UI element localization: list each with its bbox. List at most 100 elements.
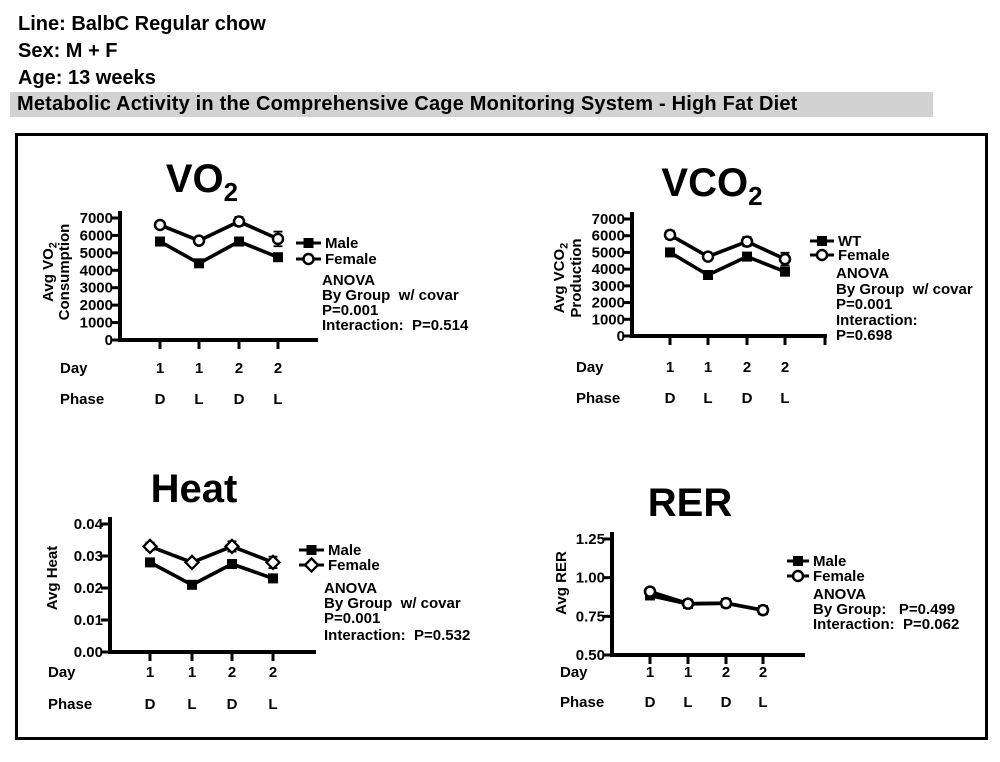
stats-line: P=0.001 [836,296,892,313]
legend-label: Female [325,251,377,268]
title-banner: Metabolic Activity in the Comprehensive … [10,92,933,117]
open-circle-marker [740,235,754,248]
stats-line: ANOVA [836,265,889,282]
series-line-male [149,560,274,587]
x-row-phase-label: Phase [60,391,104,408]
filled-square-marker [780,266,790,277]
filled-square-marker [155,236,165,247]
stats-line: ANOVA [813,586,866,603]
x-row-day-label: Day [576,359,604,376]
open-circle-marker [153,218,167,232]
legend-label: Male [325,235,358,252]
x-row-phase-value: D [665,390,676,407]
series-line-female [669,233,786,261]
legend-label: Female [328,557,380,574]
y-axis-label: Avg Heat [44,546,61,610]
x-row-phase-value: D [145,696,156,713]
chart-title: VO2 [166,157,238,207]
filled-square-marker [187,579,197,590]
x-row-day-value: 2 [235,360,243,377]
series-line-wt [669,250,786,278]
x-row-day-value: 2 [228,664,236,681]
chart-title: Heat [151,467,238,511]
stats-line: P=0.001 [322,302,378,319]
stats-line: By Group w/ covar [324,595,461,612]
x-row-phase-value: L [780,390,789,407]
stats-line: P=0.698 [836,327,892,344]
y-axis-label: Production [568,238,585,317]
y-axis-label: Avg VO2 [40,242,60,302]
filled-square-marker [817,236,827,246]
open-diamond-marker [303,556,320,574]
y-tick-label: 4000 [592,261,625,278]
filled-square-marker [268,573,278,584]
x-row-phase-value: D [155,391,166,408]
filled-square-marker [703,269,713,280]
stats-line: By Group w/ covar [836,281,973,298]
open-diamond-marker [183,554,201,571]
y-tick-label: 0 [105,332,113,349]
header-line-age: Age: 13 weeks [18,67,156,89]
y-tick-label: 5000 [80,245,113,262]
open-circle-marker [719,596,733,610]
series-line-female [649,589,764,612]
x-row-phase-value: L [703,390,712,407]
figure-board: 0 1000 2000 3000 4000 5000 6000 7000 VO2 Avg VO2 C… [15,133,988,740]
y-axis-label: Avg VCO2 [551,243,571,314]
filled-square-marker [742,251,752,262]
open-circle-marker [232,215,246,228]
y-tick-label: 4000 [80,262,113,279]
series-line-female [149,544,274,565]
chart-title: VCO2 [661,161,762,211]
y-tick-label: 0.50 [576,647,605,664]
y-tick-label: 7000 [592,211,625,228]
open-diamond-marker [223,538,241,555]
y-tick-label: 5000 [592,244,625,261]
open-circle-marker [756,603,770,617]
x-row-phase-value: L [268,696,277,713]
x-row-day-value: 1 [704,359,712,376]
x-row-day-value: 2 [759,664,767,681]
header-line-sex: Sex: M + F [18,40,118,62]
x-row-day-value: 2 [781,359,789,376]
x-row-day-value: 1 [146,664,154,681]
x-row-phase-label: Phase [560,694,604,711]
x-row-day-value: 2 [274,360,282,377]
open-circle-marker [791,569,805,583]
y-tick-label: 2000 [592,295,625,312]
open-circle-marker [663,228,677,242]
series-line-female [159,219,279,243]
x-row-day-value: 1 [666,359,674,376]
y-tick-label: 0.75 [576,608,605,625]
filled-square-marker [273,252,283,263]
header-line-strain: Line: BalbC Regular chow [18,13,266,35]
open-circle-marker [271,232,285,246]
x-row-day-value: 1 [195,360,203,377]
stats-line: ANOVA [322,272,375,289]
x-row-phase-value: D [645,694,656,711]
x-row-phase-value: L [273,391,282,408]
y-tick-label: 6000 [592,228,625,245]
x-row-day-label: Day [60,360,88,377]
y-tick-label: 0.00 [74,644,103,661]
open-circle-marker [302,252,315,266]
x-row-day-value: 2 [743,359,751,376]
y-tick-label: 7000 [80,210,113,227]
open-diamond-marker [264,554,282,571]
stats-line: Interaction: [836,312,918,329]
stats-line: By Group w/ covar [322,287,459,304]
x-row-day-value: 1 [156,360,164,377]
open-circle-marker [192,234,206,247]
y-tick-label: 3000 [592,278,625,295]
legend-label: Male [328,542,361,559]
y-tick-label: 0.02 [74,580,103,597]
open-circle-marker [643,585,657,598]
y-tick-label: 0.04 [74,516,104,533]
legend-label: Male [813,553,846,570]
chart-heat: 0.00 0.01 0.02 0.03 0.04 Heat Avg Heat MaleFema… [44,467,470,713]
y-tick-label: 2000 [80,297,113,314]
y-tick-label: 0.01 [74,612,103,629]
chart-rer: 0.50 0.75 1.00 1.25 RER Avg RER MaleFemaleANOV… [553,481,959,711]
